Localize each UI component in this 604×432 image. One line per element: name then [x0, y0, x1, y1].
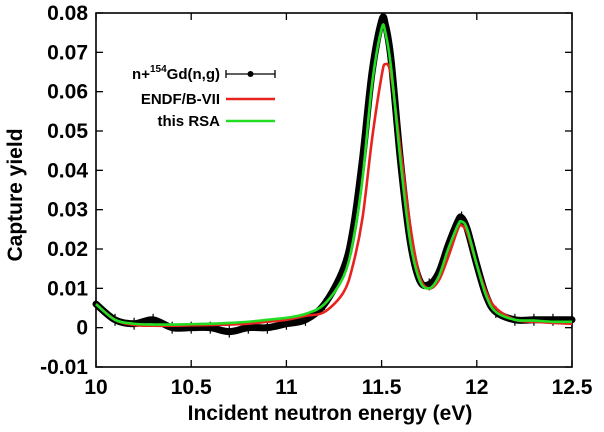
legend-label: n+154Gd(n,g) — [132, 64, 220, 83]
x-tick-label: 12.5 — [552, 376, 593, 399]
data-band — [92, 13, 576, 336]
x-tick-label: 11 — [275, 376, 298, 399]
x-tick-label: 10 — [84, 376, 107, 399]
y-tick-label: 0.08 — [47, 2, 88, 25]
y-axis-title: Capture yield — [4, 128, 27, 261]
y-tick-label: 0.01 — [47, 277, 88, 300]
plot-area — [95, 12, 573, 368]
data-point — [245, 325, 251, 331]
series-layer — [92, 13, 576, 338]
legend-label: ENDF/B-VII — [141, 91, 220, 108]
y-tick-label: 0.04 — [47, 159, 88, 182]
x-tick-label: 12 — [465, 376, 488, 399]
data-point — [226, 329, 232, 335]
data-point — [458, 214, 465, 221]
y-tick-label: 0.06 — [47, 81, 88, 104]
legend-label: this RSA — [157, 113, 220, 130]
x-axis-title: Incident neutron energy (eV) — [188, 402, 473, 425]
x-tick-label: 11.5 — [362, 376, 402, 399]
data-point — [207, 325, 213, 331]
y-tick-label: 0.03 — [47, 199, 88, 222]
data-point — [150, 317, 156, 323]
axis-ticks: 10 10.5 11 11.5 12 12.5 -0.01 0 0.01 0.02 0.03 0.04… — [40, 2, 593, 399]
y-tick-label: 0.05 — [47, 120, 88, 143]
legend-label-suffix: Gd(n,g) — [167, 66, 220, 83]
data-point — [302, 317, 309, 323]
y-tick-label: -0.01 — [40, 356, 88, 379]
legend-label-sup: 154 — [150, 64, 167, 75]
series-line — [95, 23, 573, 326]
legend-marker — [247, 71, 254, 77]
plot-frame — [95, 12, 573, 368]
y-tick-label: 0.07 — [47, 41, 88, 64]
y-tick-label: 0.02 — [47, 238, 88, 261]
data-point — [264, 325, 270, 331]
data-point — [283, 321, 289, 327]
y-tick-label: 0 — [76, 317, 88, 340]
legend-label-prefix: n+ — [132, 66, 150, 83]
data-point — [379, 18, 385, 24]
x-tick-label: 10.5 — [171, 376, 212, 399]
data-point — [426, 281, 432, 287]
series-this-rsa — [95, 23, 573, 326]
legend: n+154Gd(n,g) ENDF/B-VII this RSA — [132, 64, 276, 130]
